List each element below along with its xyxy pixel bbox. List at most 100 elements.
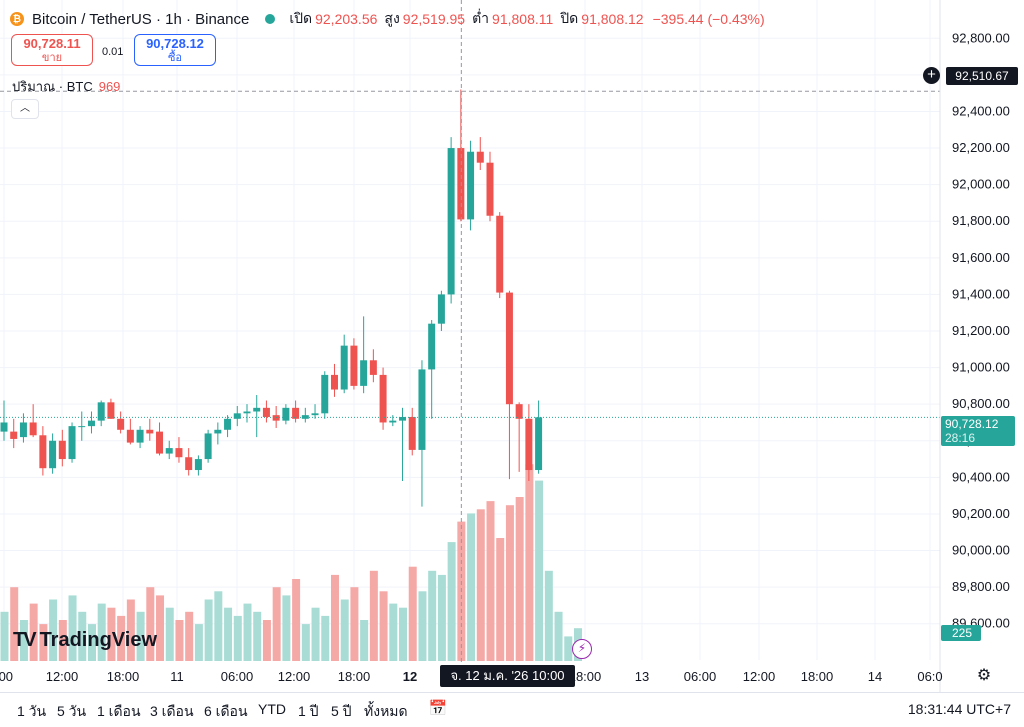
calendar-icon[interactable]: 📅 bbox=[428, 700, 448, 717]
candle-body bbox=[233, 413, 241, 419]
change-value: −395.44 (−0.43%) bbox=[652, 11, 765, 27]
candle-body bbox=[58, 440, 66, 460]
candle-body bbox=[350, 345, 358, 386]
time-axis-label: 11 bbox=[170, 669, 184, 684]
range-1y-button[interactable]: 1 ปี bbox=[298, 701, 319, 723]
volume-bar bbox=[87, 624, 96, 661]
sell-button[interactable]: 90,728.11 ขาย bbox=[11, 34, 93, 66]
candle-body bbox=[214, 429, 222, 434]
chart-overlays bbox=[0, 0, 940, 665]
candle-body bbox=[87, 420, 95, 427]
volume-indicator-legend[interactable]: ปริมาณ · BTC 969 bbox=[12, 76, 120, 97]
volume-bar bbox=[311, 607, 320, 661]
time-axis-label: 12:00 bbox=[278, 669, 311, 684]
candle-body bbox=[330, 374, 338, 390]
price-axis-label: 92,200.00 bbox=[952, 140, 1010, 155]
volume-bar bbox=[175, 620, 184, 661]
candle-body bbox=[437, 294, 445, 324]
volume-bars bbox=[0, 464, 582, 661]
candle-body bbox=[447, 148, 455, 295]
buy-label: ซื้อ bbox=[167, 52, 183, 64]
close-value: 91,808.12 bbox=[581, 11, 644, 27]
time-axis-label: :00 bbox=[0, 669, 13, 684]
range-1m-button[interactable]: 1 เดือน bbox=[97, 701, 141, 723]
clock-timezone[interactable]: 18:31:44 UTC+7 bbox=[907, 701, 1011, 717]
symbol-title[interactable]: Bitcoin / TetherUS · 1h · Binance bbox=[32, 10, 250, 28]
candle-body bbox=[311, 413, 319, 416]
crosshair-time-tag: จ. 12 ม.ค. '26 10:00 bbox=[440, 665, 575, 687]
volume-bar bbox=[467, 513, 476, 661]
volume-bar bbox=[117, 615, 126, 661]
volume-bar bbox=[486, 501, 495, 661]
volume-bar bbox=[214, 591, 223, 661]
candle-body bbox=[515, 404, 523, 419]
volume-indicator-label: ปริมาณ · BTC bbox=[12, 79, 93, 94]
ohlc-values: เปิด 92,203.56 สูง 92,519.95 ต่ำ 91,808.11 … bbox=[285, 8, 764, 30]
buy-price: 90,728.12 bbox=[146, 36, 204, 51]
volume-bar bbox=[301, 624, 310, 661]
time-axis-label: 06:0 bbox=[917, 669, 942, 684]
lightning-icon[interactable]: ⚡ bbox=[572, 639, 592, 659]
volume-bar bbox=[243, 603, 252, 661]
volume-bar bbox=[29, 603, 38, 661]
volume-bar bbox=[97, 603, 106, 661]
volume-bar bbox=[544, 570, 553, 661]
candle-body bbox=[525, 418, 533, 471]
time-axis-label: 06:00 bbox=[684, 669, 717, 684]
bitcoin-icon: ₿ bbox=[10, 12, 24, 26]
volume-bar bbox=[418, 591, 427, 661]
last-price-value: 90,728.12 bbox=[945, 417, 999, 431]
volume-bar bbox=[194, 624, 203, 661]
range-1d-button[interactable]: 1 วัน bbox=[17, 701, 46, 723]
volume-bar bbox=[554, 611, 563, 661]
candle-body bbox=[224, 418, 232, 430]
volume-bar bbox=[369, 570, 378, 661]
candle-body bbox=[194, 459, 202, 471]
range-6m-button[interactable]: 6 เดือน bbox=[204, 701, 248, 723]
candle-body bbox=[39, 435, 47, 469]
candle-body bbox=[185, 457, 193, 471]
volume-bar bbox=[78, 611, 87, 661]
plus-circle-icon[interactable]: + bbox=[923, 67, 940, 84]
volume-bar bbox=[165, 607, 174, 661]
volume-bar bbox=[156, 595, 165, 661]
tradingview-logo[interactable]: TV TradingView bbox=[13, 629, 157, 652]
range-all-button[interactable]: ทั้งหมด bbox=[364, 701, 408, 723]
volume-bar bbox=[321, 615, 330, 661]
candle-body bbox=[49, 440, 57, 469]
market-open-status-icon bbox=[265, 14, 276, 24]
last-price-tag: 90,728.12 28:16 bbox=[941, 416, 1015, 446]
range-3m-button[interactable]: 3 เดือน bbox=[150, 701, 194, 723]
candle-body bbox=[486, 162, 494, 216]
volume-bar bbox=[107, 607, 116, 661]
low-label: ต่ำ bbox=[472, 10, 490, 26]
price-axis-label: 91,400.00 bbox=[952, 286, 1010, 301]
candle-body bbox=[292, 407, 300, 419]
time-axis-label: 13 bbox=[635, 669, 649, 684]
range-5y-button[interactable]: 5 ปี bbox=[331, 701, 352, 723]
volume-bar bbox=[272, 587, 281, 661]
candle-body bbox=[19, 422, 27, 438]
time-axis-label: 18:00 bbox=[569, 669, 602, 684]
settings-gear-icon[interactable]: ⚙ bbox=[976, 667, 992, 684]
candlestick-chart[interactable]: 92,800.0092,600.0092,400.0092,200.0092,0… bbox=[0, 0, 1024, 692]
range-5d-button[interactable]: 5 วัน bbox=[57, 701, 86, 723]
price-axis-label: 90,800.00 bbox=[952, 396, 1010, 411]
candle-body bbox=[360, 360, 368, 386]
volume-bar bbox=[330, 574, 339, 661]
collapse-legend-button[interactable]: ︿ bbox=[11, 99, 39, 119]
volume-bar bbox=[350, 587, 359, 661]
high-value: 92,519.95 bbox=[402, 11, 466, 27]
buy-button[interactable]: 90,728.12 ซื้อ bbox=[134, 34, 216, 66]
volume-bar bbox=[525, 464, 534, 661]
price-axis-label: 90,400.00 bbox=[952, 469, 1010, 484]
volume-bar bbox=[340, 599, 349, 661]
candle-body bbox=[146, 429, 154, 434]
volume-bar bbox=[10, 587, 19, 661]
bar-countdown: 28:16 bbox=[945, 431, 976, 445]
tradingview-logo-text: TradingView bbox=[39, 629, 158, 651]
candle-body bbox=[301, 415, 309, 419]
candle-body bbox=[156, 431, 164, 454]
range-ytd-button[interactable]: YTD bbox=[258, 701, 286, 717]
candle-body bbox=[117, 418, 125, 430]
